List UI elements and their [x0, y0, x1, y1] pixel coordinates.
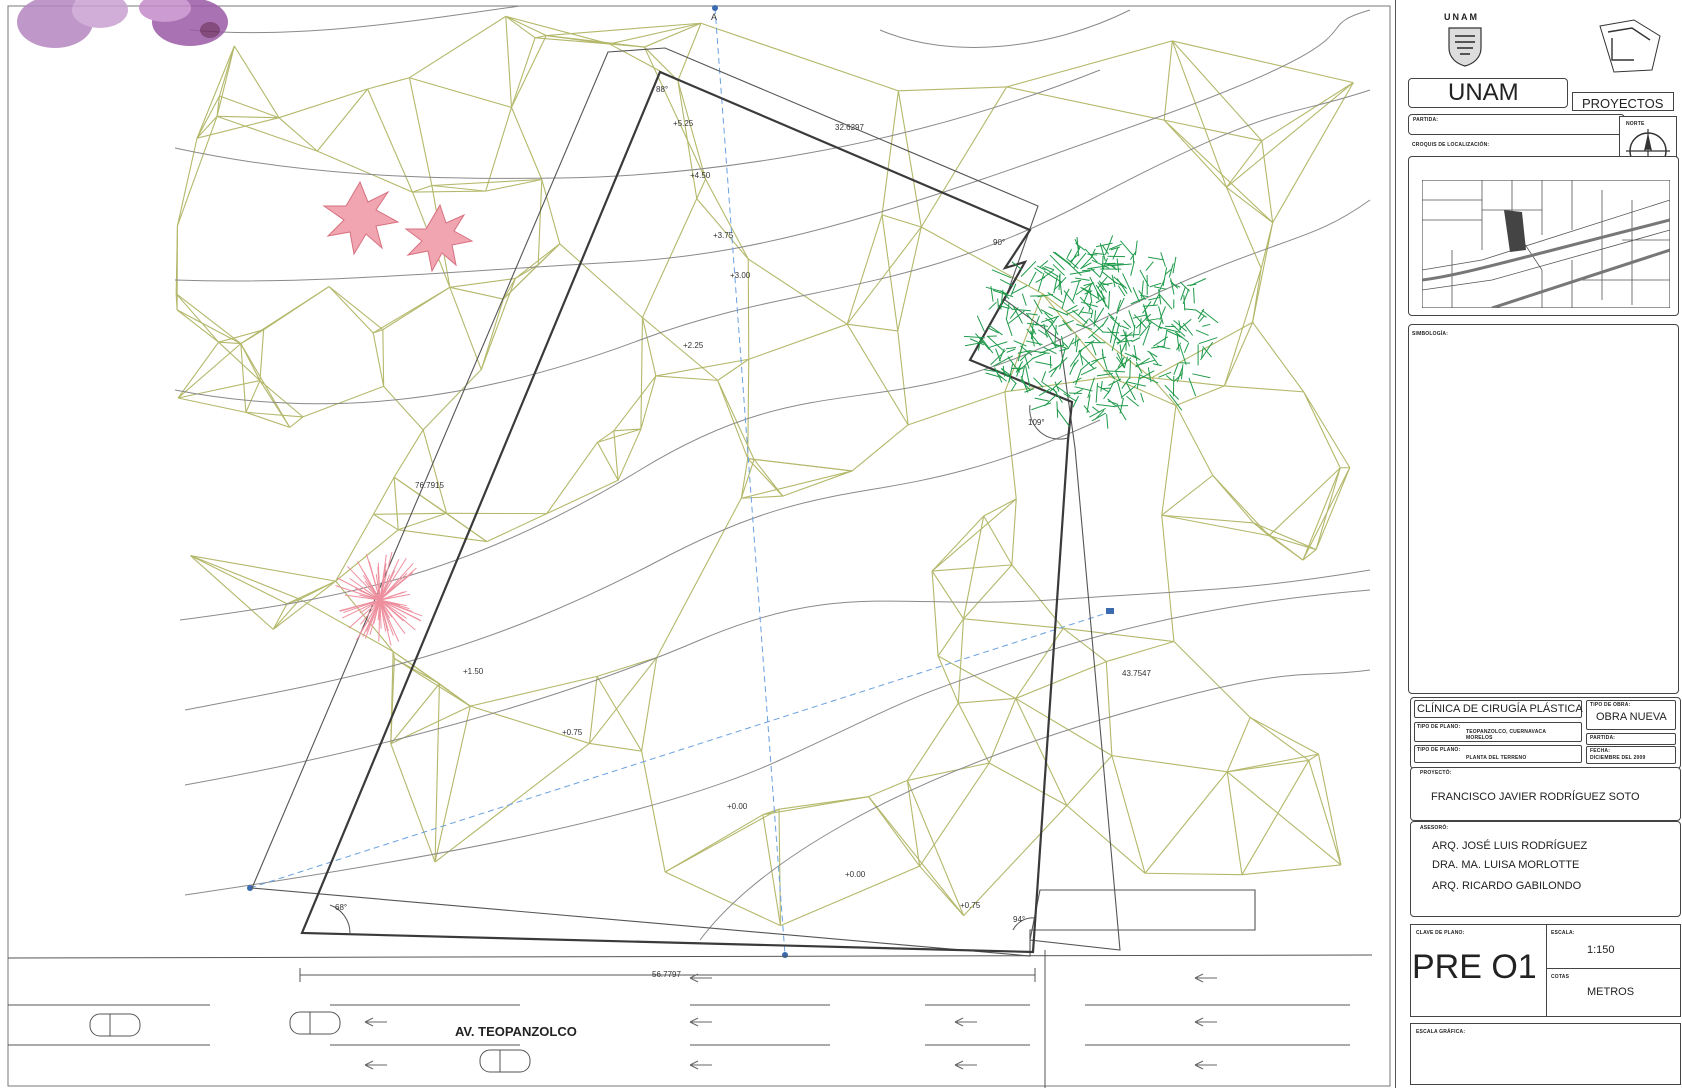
clave-label: CLAVE DE PLANO: [1416, 930, 1465, 936]
advisor-1: ARQ. JOSÉ LUIS RODRÍGUEZ [1432, 840, 1588, 852]
dimension-east: 43.7547 [1122, 669, 1151, 678]
street-name: AV. TEOPANZOLCO [455, 1024, 577, 1039]
asesoro-label: ASESORÓ: [1420, 825, 1449, 831]
contour-level: +5.25 [673, 119, 694, 128]
section-name: PROYECTOS [1582, 96, 1664, 111]
tipo-obra-value: OBRA NUEVA [1596, 711, 1667, 723]
proyecto-label: PROYECTÓ: [1420, 770, 1452, 776]
partida2-label: PARTIDA: [1590, 735, 1616, 741]
institution-box [1408, 78, 1568, 108]
contour-level: +0.75 [562, 728, 583, 737]
angle-ne: 90° [993, 238, 1005, 247]
fecha-label: FECHA: [1590, 748, 1611, 754]
tipo-obra-label: TIPO DE OBRA: [1590, 702, 1631, 708]
cotas-value: METROS [1587, 986, 1635, 998]
escala-grafica-box [1410, 1023, 1681, 1085]
tipo-plano-box [1414, 722, 1582, 742]
advisor-3: ARQ. RICARDO GABILONDO [1432, 880, 1582, 892]
partida2-box [1586, 733, 1676, 745]
shrub-symbol [335, 551, 423, 646]
site-plan: A 32.6297 76.7915 43.7547 56.7797 88° 90… [7, 0, 1391, 1088]
tipo-plano-label: TIPO DE PLANO: [1417, 724, 1461, 730]
contour-level: +2.25 [683, 341, 704, 350]
contour-level: +0.75 [960, 901, 981, 910]
title-block: UNAM UNAM PROYECTOS PARTIDA: CROQUIS DE … [1395, 0, 1682, 1088]
tipo-obra-box [1586, 700, 1676, 730]
clave-value: PRE O1 [1412, 948, 1537, 986]
contour-lines [174, 5, 1371, 941]
car-icon [479, 1049, 531, 1073]
car-icon [89, 1013, 141, 1037]
location-map [1422, 180, 1670, 308]
section-box [1572, 92, 1674, 111]
angle-sw: 68° [335, 903, 347, 912]
north-marker: A [711, 12, 717, 22]
escala-label: ESCALA: [1551, 930, 1575, 936]
partida-box [1408, 114, 1625, 135]
orchid-image [17, 0, 228, 48]
simbologia-label: SIMBOLOGÍA: [1412, 331, 1449, 337]
cotas-label: COTAS [1551, 974, 1570, 980]
advisor-2: DRA. MA. LUISA MORLOTTE [1432, 859, 1580, 871]
partida-label: PARTIDA: [1413, 117, 1439, 123]
north-label: NORTE [1626, 121, 1645, 127]
tipo-plano-label-2: TIPO DE PLANO: [1417, 747, 1461, 753]
fecha-value: DICIEMBRE DEL 2009 [1590, 755, 1646, 761]
contour-level: +0.00 [727, 802, 748, 811]
dimension-west: 76.7915 [415, 481, 444, 490]
author-box [1410, 767, 1681, 821]
advisors-box [1410, 821, 1681, 917]
street [7, 950, 1373, 1088]
institution-name: UNAM [1448, 79, 1519, 106]
angle-nw: 88° [656, 85, 668, 94]
contour-level: +4.50 [690, 171, 711, 180]
contour-level: +1.50 [463, 667, 484, 676]
reference-axes [249, 7, 1111, 956]
location-value: TEOPANZOLCO, CUERNAVACA MORELOS [1466, 729, 1546, 741]
tree-canopy-symbol [963, 235, 1219, 429]
drawing-frame [7, 5, 1391, 1087]
croquis-label: CROQUIS DE LOCALIZACIÓN: [1412, 142, 1490, 148]
car-icon [289, 1011, 341, 1035]
institution-logo-text: UNAM [1444, 12, 1479, 22]
key-plan-icon [1599, 19, 1661, 73]
fecha-box [1586, 746, 1676, 764]
angle-mid-east: 109° [1028, 418, 1045, 427]
escala-value: 1:150 [1587, 944, 1615, 956]
simbologia-box [1408, 324, 1679, 694]
tipo-plano-box-2 [1414, 745, 1582, 763]
project-title: CLÍNICA DE CIRUGÍA PLÁSTICA [1417, 703, 1583, 715]
dimension-north: 32.6297 [835, 123, 864, 132]
lot-boundary-outer [251, 47, 1256, 957]
project-title-box [1414, 700, 1582, 718]
author-name: FRANCISCO JAVIER RODRÍGUEZ SOTO [1431, 791, 1640, 803]
contour-level: +3.00 [730, 271, 751, 280]
contour-level: +0.00 [845, 870, 866, 879]
terrain-triangulation [175, 15, 1354, 927]
unam-shield-icon [1448, 27, 1482, 67]
traffic-arrows [364, 973, 1217, 1070]
clave-box [1410, 924, 1681, 1017]
plano-value: PLANTA DEL TERRENO [1466, 755, 1527, 761]
contour-level: +3.75 [713, 231, 734, 240]
palm-symbol [322, 180, 474, 273]
escala-grafica-label: ESCALA GRÁFICA: [1416, 1029, 1466, 1035]
dimension-south: 56.7797 [652, 970, 681, 979]
angle-se: 94° [1013, 915, 1025, 924]
